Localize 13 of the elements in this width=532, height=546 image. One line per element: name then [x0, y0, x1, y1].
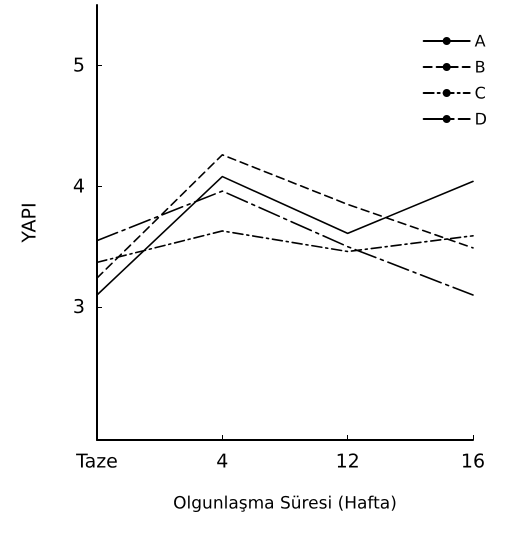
- y-tick-label: 4: [72, 175, 85, 198]
- x-tick-label: 16: [460, 450, 486, 472]
- x-tick-label: Taze: [75, 450, 118, 472]
- y-tick-label: 3: [72, 296, 85, 318]
- legend-label: C: [474, 84, 486, 102]
- legend-label: B: [474, 58, 486, 76]
- y-axis-title: YAPI: [18, 202, 40, 244]
- x-tick-label: 12: [336, 450, 360, 472]
- y-tick-label: 5: [72, 54, 85, 76]
- x-tick-label: 4: [216, 450, 228, 472]
- x-axis-title: Olgunlaşma Süresi (Hafta): [173, 494, 397, 514]
- legend-label: A: [474, 32, 486, 50]
- legend-label: D: [474, 110, 488, 128]
